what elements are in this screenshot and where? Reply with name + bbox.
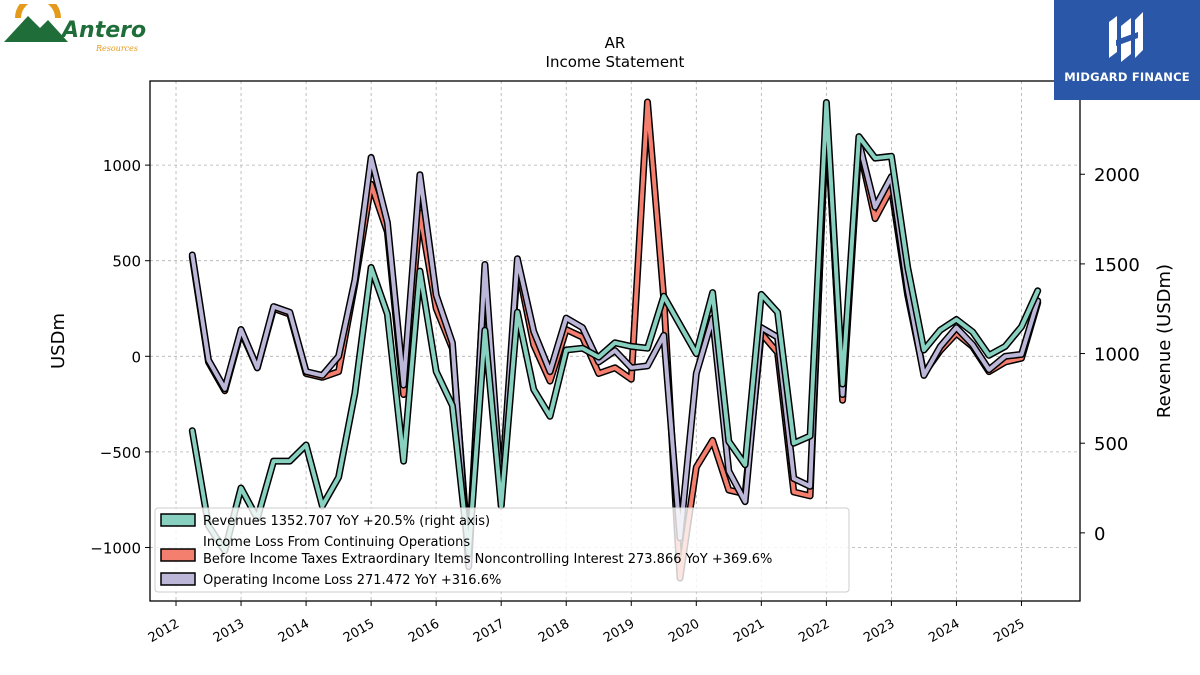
legend-label-income-loss-line2: Before Income Taxes Extraordinary Items … <box>203 552 772 567</box>
x-tick-label: 2018 <box>536 616 572 646</box>
x-tick-label: 2017 <box>471 616 507 646</box>
antero-logo-subtitle: Resources <box>96 44 138 53</box>
midgard-finance-wordmark: MIDGARD FINANCE <box>1064 70 1190 84</box>
x-tick-label: 2025 <box>991 616 1027 646</box>
mountain-logo-icon <box>4 4 68 42</box>
midgard-finance-logo: MIDGARD FINANCE <box>1054 0 1200 100</box>
right-tick-label: 500 <box>1094 434 1128 455</box>
x-tick-label: 2022 <box>796 616 832 646</box>
right-axis-label: Revenue (USDm) <box>1154 264 1175 418</box>
x-tick-label: 2012 <box>146 616 182 646</box>
antero-logo: Antero Resources <box>4 4 154 54</box>
legend-swatch-operating-income <box>160 572 196 586</box>
left-tick-label: 1000 <box>103 157 141 175</box>
left-axis-label: USDm <box>48 313 69 369</box>
series-line-0 <box>190 100 1040 557</box>
legend: Revenues 1352.707 YoY +20.5% (right axis… <box>154 507 850 593</box>
x-tick-label: 2016 <box>406 616 442 646</box>
x-tick-label: 2024 <box>926 616 962 646</box>
legend-label-income-loss-line1: Income Loss From Continuing Operations <box>203 535 470 550</box>
left-tick-label: −1000 <box>90 539 141 557</box>
chart-title: AR <box>605 34 626 52</box>
legend-swatch-revenues <box>160 513 196 527</box>
legend-label-operating-income: Operating Income Loss 271.472 YoY +316.6… <box>203 573 501 588</box>
x-tick-label: 2021 <box>731 616 767 646</box>
legend-box <box>154 507 850 593</box>
x-tick-label: 2014 <box>276 616 312 646</box>
plot-frame <box>149 80 1081 602</box>
right-tick-label: 1500 <box>1094 255 1140 276</box>
right-tick-label: 0 <box>1094 524 1105 545</box>
left-tick-label: 500 <box>112 253 141 271</box>
x-axis-ticks: 2012 2013 2014 2015 2016 2017 2018 2019 2020 2021… <box>146 601 1027 646</box>
right-tick-label: 1000 <box>1094 345 1140 366</box>
left-tick-label: 0 <box>131 348 141 366</box>
legend-swatch-income-loss <box>160 548 196 562</box>
left-axis-ticks: −1000 −500 0 500 1000 <box>90 157 150 557</box>
right-axis-ticks: 0 500 1000 1500 2000 <box>1080 165 1140 545</box>
x-tick-label: 2020 <box>666 616 702 646</box>
x-tick-label: 2013 <box>211 616 247 646</box>
right-tick-label: 2000 <box>1094 165 1140 186</box>
legend-label-revenues: Revenues 1352.707 YoY +20.5% (right axis… <box>203 514 490 529</box>
chart-subtitle: Income Statement <box>546 53 685 71</box>
series-layer <box>188 98 1042 582</box>
midgard-emblem-icon <box>1109 12 1143 62</box>
x-tick-label: 2023 <box>861 616 897 646</box>
left-tick-label: −500 <box>100 444 141 462</box>
antero-logo-wordmark: Antero <box>62 18 147 43</box>
x-tick-label: 2019 <box>601 616 637 646</box>
x-tick-label: 2015 <box>341 616 377 646</box>
